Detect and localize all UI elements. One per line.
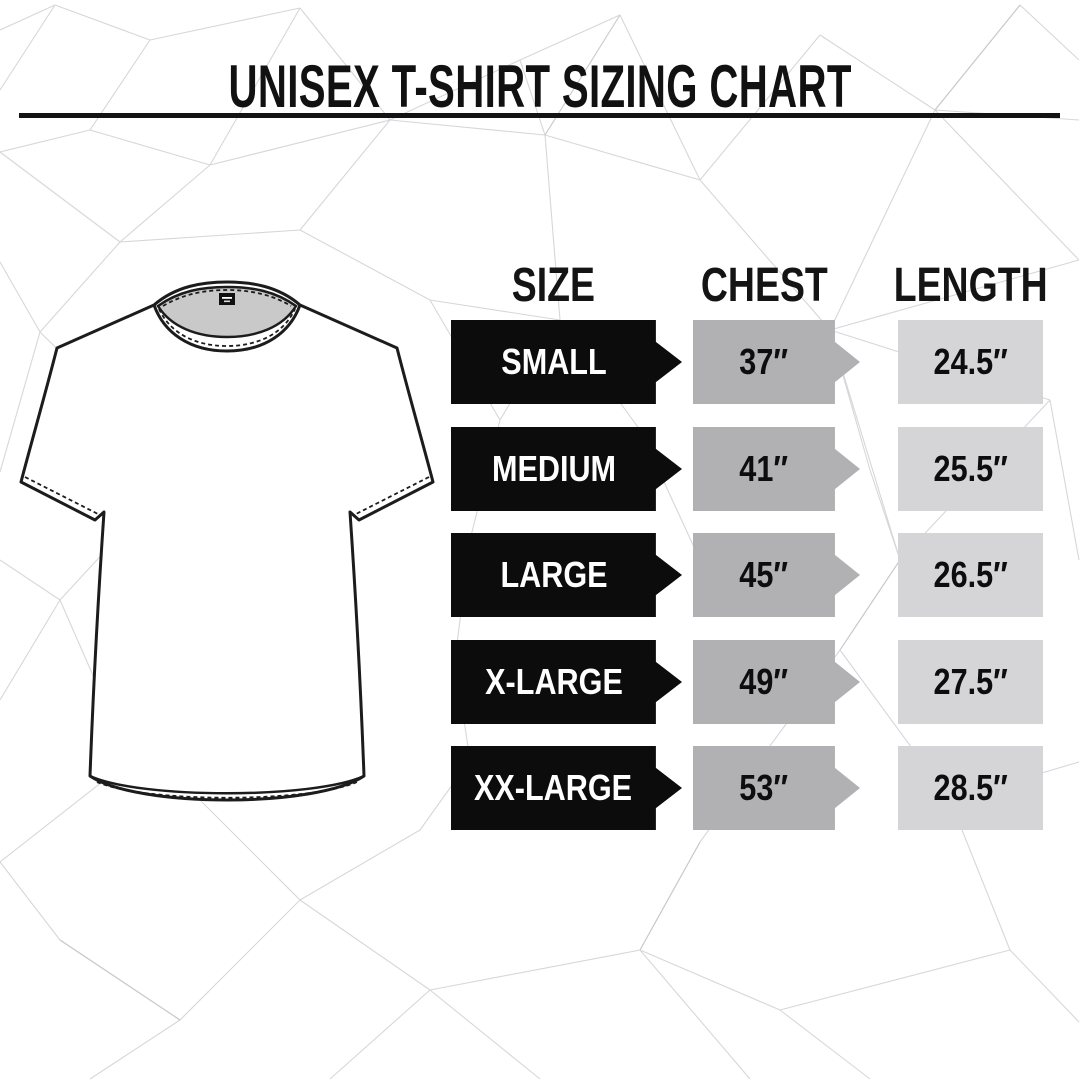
size-label: MEDIUM <box>491 448 616 489</box>
collar-bottom-stitch <box>158 308 296 347</box>
chest-cell-x-large: 49″ <box>693 640 860 724</box>
length-cell-xx-large: 28.5″ <box>898 746 1043 830</box>
column-header-size: SIZE <box>451 259 656 312</box>
collar-tag <box>219 293 235 305</box>
column-header-chest: CHEST <box>693 259 835 312</box>
size-cell-xx-large: XX-LARGE <box>451 746 682 830</box>
size-cell-x-large: X-LARGE <box>451 640 682 724</box>
size-label: LARGE <box>499 554 608 595</box>
size-label: SMALL <box>500 341 607 382</box>
collar-rib-edge <box>152 304 302 353</box>
length-value: 28.5″ <box>933 767 1008 808</box>
chest-cell-xx-large: 53″ <box>693 746 860 830</box>
size-cell-medium: MEDIUM <box>451 427 682 511</box>
chest-value: 53″ <box>739 767 789 808</box>
size-cell-large: LARGE <box>451 533 682 617</box>
tshirt-illustration <box>19 280 435 802</box>
collar-back-panel <box>156 285 298 339</box>
tshirt-body <box>19 280 435 802</box>
collar-top-stitch <box>162 289 292 307</box>
hem-stitch <box>96 781 358 799</box>
chest-cell-small: 37″ <box>693 320 860 404</box>
chest-value: 41″ <box>739 448 789 489</box>
chest-cell-medium: 41″ <box>693 427 860 511</box>
length-value: 26.5″ <box>933 554 1008 595</box>
length-value: 24.5″ <box>933 341 1008 382</box>
size-label: XX-LARGE <box>474 767 633 808</box>
title-underline <box>19 113 1060 118</box>
column-header-size-label: SIZE <box>511 259 596 312</box>
chest-cell-large: 45″ <box>693 533 860 617</box>
column-header-chest-label: CHEST <box>700 259 828 312</box>
chest-value: 49″ <box>739 661 789 702</box>
size-label: X-LARGE <box>484 661 623 702</box>
column-header-length: LENGTH <box>894 262 1048 310</box>
page-title: UNISEX T-SHIRT SIZING CHART <box>0 55 1080 119</box>
chest-value: 37″ <box>739 341 789 382</box>
column-header-length-label: LENGTH <box>893 259 1048 312</box>
length-cell-large: 26.5″ <box>898 533 1043 617</box>
size-cell-small: SMALL <box>451 320 682 404</box>
length-value: 27.5″ <box>933 661 1008 702</box>
hem-fold-line <box>89 774 365 795</box>
length-cell-medium: 25.5″ <box>898 427 1043 511</box>
length-cell-small: 24.5″ <box>898 320 1043 404</box>
length-cell-x-large: 27.5″ <box>898 640 1043 724</box>
page-title-text: UNISEX T-SHIRT SIZING CHART <box>228 53 852 120</box>
length-value: 25.5″ <box>933 448 1008 489</box>
chest-value: 45″ <box>739 554 789 595</box>
